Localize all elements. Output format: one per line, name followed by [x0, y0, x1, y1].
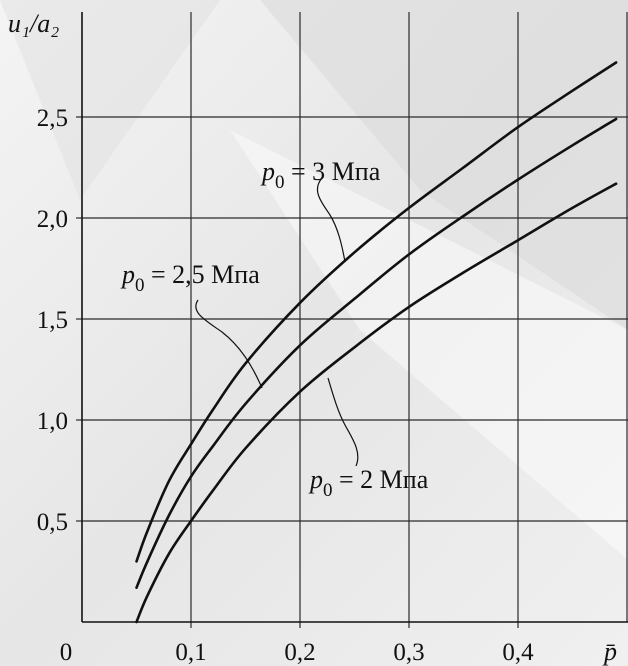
axes: 0,1 0,2 0,3 0,4 0,5 1,0 1,5 2,0 2,5 0 u₁/a₂ p̄	[8, 9, 628, 666]
series-line-0	[135, 61, 618, 563]
x-tick-label: 0,2	[284, 639, 315, 666]
origin-label: 0	[60, 639, 73, 666]
x-tick-label: 0,3	[393, 639, 424, 666]
curve-label-1: p0 = 2,5 Мпа	[120, 260, 260, 296]
label-leader-line	[327, 377, 359, 467]
label-leaders	[195, 177, 359, 467]
label-leader-line	[195, 299, 263, 389]
curve-label-2: p0 = 2 Мпа	[308, 465, 429, 501]
label-leader-line	[316, 177, 346, 263]
grid	[82, 12, 628, 622]
y-tick-label: 1,5	[37, 307, 68, 334]
background-corner-shade	[0, 0, 220, 200]
x-axis-title: p̄	[602, 637, 617, 666]
y-tick-label: 2,5	[37, 105, 68, 132]
x-tick-label: 0,1	[175, 639, 206, 666]
curve-label-0: p0 = 3 Мпа	[260, 157, 381, 193]
series-line-1	[135, 117, 618, 589]
series-line-2	[135, 182, 618, 624]
background-shade-band	[260, 0, 628, 330]
y-tick-label: 0,5	[37, 509, 68, 536]
y-tick-label: 2,0	[37, 206, 68, 233]
y-axis-title: u₁/a₂	[8, 9, 59, 38]
series-lines	[135, 61, 618, 624]
background-light-band	[230, 130, 628, 560]
labels: p0 = 3 Мпа p0 = 2,5 Мпа p0 = 2 Мпа	[120, 157, 429, 501]
x-tick-label: 0,4	[502, 639, 534, 666]
y-tick-label: 1,0	[37, 408, 68, 435]
